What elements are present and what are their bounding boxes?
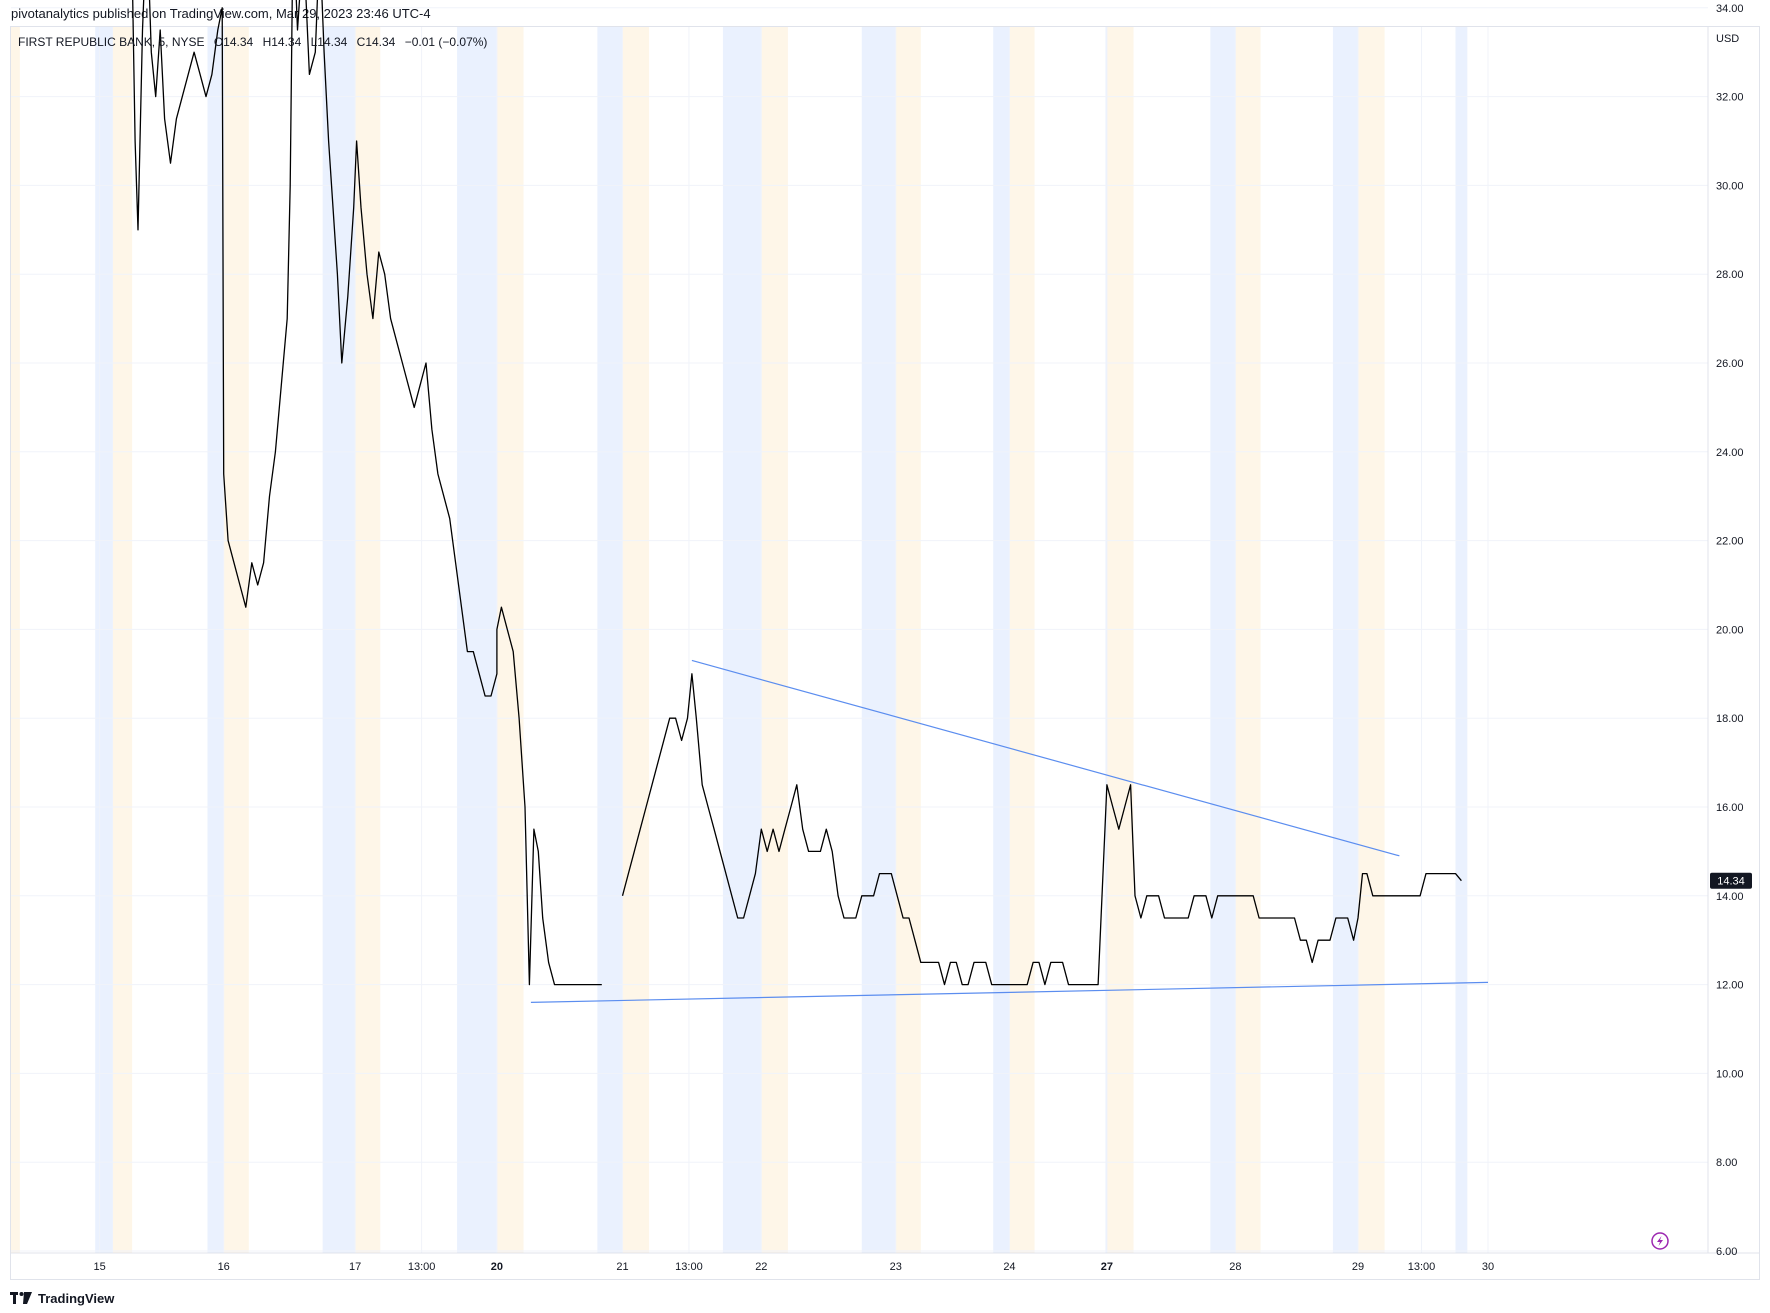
grid-lines (11, 7, 1708, 1253)
premarket-band (1105, 27, 1107, 1253)
x-tick-label: 15 (93, 1261, 105, 1273)
x-tick-label: 22 (755, 1261, 767, 1273)
x-tick-label: 13:00 (1408, 1261, 1436, 1273)
x-tick-label: 13:00 (675, 1261, 703, 1273)
y-tick-label: 20.00 (1716, 624, 1744, 636)
close-value: C14.34 (356, 35, 396, 49)
symbol-legend[interactable]: FIRST REPUBLIC BANK, 5, NYSE O14.34 H14.… (18, 35, 493, 49)
x-tick-label: 28 (1229, 1261, 1241, 1273)
price-series (132, 0, 1462, 986)
premarket-band (207, 27, 224, 1253)
y-tick-label: 14.00 (1716, 891, 1744, 903)
postmarket-band (11, 27, 20, 1253)
y-tick-label: 24.00 (1716, 447, 1744, 459)
premarket-band (597, 27, 623, 1253)
footer-brand[interactable]: TradingView (10, 1288, 114, 1308)
x-tick-label: 17 (349, 1261, 361, 1273)
x-tick-label: 27 (1101, 1261, 1113, 1273)
premarket-band (1210, 27, 1236, 1253)
session-bands (11, 27, 1468, 1253)
trendline (530, 981, 1489, 1003)
high-value: H14.34 (262, 35, 302, 49)
low-value: L14.34 (310, 35, 348, 49)
x-tick-label: 30 (1482, 1261, 1494, 1273)
postmarket-band (1106, 27, 1134, 1253)
y-tick-label: 30.00 (1716, 180, 1744, 192)
y-tick-label: 10.00 (1716, 1068, 1744, 1080)
y-tick-label: 12.00 (1716, 980, 1744, 992)
y-tick-label: 32.00 (1716, 92, 1744, 104)
x-tick-label: 29 (1352, 1261, 1364, 1273)
postmarket-band (761, 27, 788, 1253)
x-tick-label: 23 (890, 1261, 902, 1273)
postmarket-band (355, 27, 381, 1253)
y-tick-label: 26.00 (1716, 358, 1744, 370)
last-price-label: 14.34 (1710, 872, 1752, 889)
currency-label: USD (1716, 33, 1740, 45)
trendline (691, 659, 1400, 857)
x-tick-label: 16 (218, 1261, 230, 1273)
y-tick-label: 22.00 (1716, 536, 1744, 548)
y-tick-label: 28.00 (1716, 269, 1744, 281)
x-tick-label: 13:00 (408, 1261, 436, 1273)
y-tick-label: 6.00 (1716, 1246, 1737, 1258)
x-tick-label: 21 (616, 1261, 628, 1273)
postmarket-band (223, 27, 249, 1253)
alert-lightning-icon[interactable] (1651, 1232, 1669, 1250)
premarket-band (861, 27, 896, 1253)
x-tick-label: 20 (491, 1261, 503, 1273)
premarket-band (1455, 27, 1468, 1253)
y-tick-label: 8.00 (1716, 1157, 1737, 1169)
last-price-text: 14.34 (1717, 876, 1745, 888)
premarket-band (322, 27, 356, 1253)
price-axis[interactable]: 60.0058.0056.0054.0052.0050.0048.0046.00… (1716, 0, 1744, 1258)
premarket-band (457, 27, 497, 1253)
last-price-badge (1710, 872, 1752, 889)
postmarket-band (1358, 27, 1385, 1253)
premarket-band (722, 27, 762, 1253)
y-tick-label: 16.00 (1716, 802, 1744, 814)
y-tick-label: 18.00 (1716, 713, 1744, 725)
premarket-band (1332, 27, 1359, 1253)
postmarket-band (1009, 27, 1035, 1253)
open-value: O14.34 (213, 35, 254, 49)
trendlines[interactable] (530, 659, 1489, 1003)
price-line (132, 0, 1462, 986)
y-tick-label: 34.00 (1716, 3, 1744, 15)
chart-frame (10, 26, 1760, 1280)
postmarket-band (895, 27, 921, 1253)
postmarket-band (112, 27, 133, 1253)
change-value: −0.01 (−0.07%) (404, 35, 488, 49)
brand-name: TradingView (38, 1290, 115, 1306)
x-tick-label: 24 (1003, 1261, 1015, 1273)
postmarket-band (1235, 27, 1261, 1253)
premarket-band (95, 27, 113, 1253)
symbol-title: FIRST REPUBLIC BANK, 5, NYSE (18, 35, 205, 49)
premarket-band (993, 27, 1010, 1253)
tradingview-logo-icon (10, 1292, 32, 1304)
time-axis[interactable]: 15 16 17 13:00 20 21 13:00 22 23 24 27 28 29 13:00 30 (93, 1261, 1494, 1273)
postmarket-band (622, 27, 650, 1253)
